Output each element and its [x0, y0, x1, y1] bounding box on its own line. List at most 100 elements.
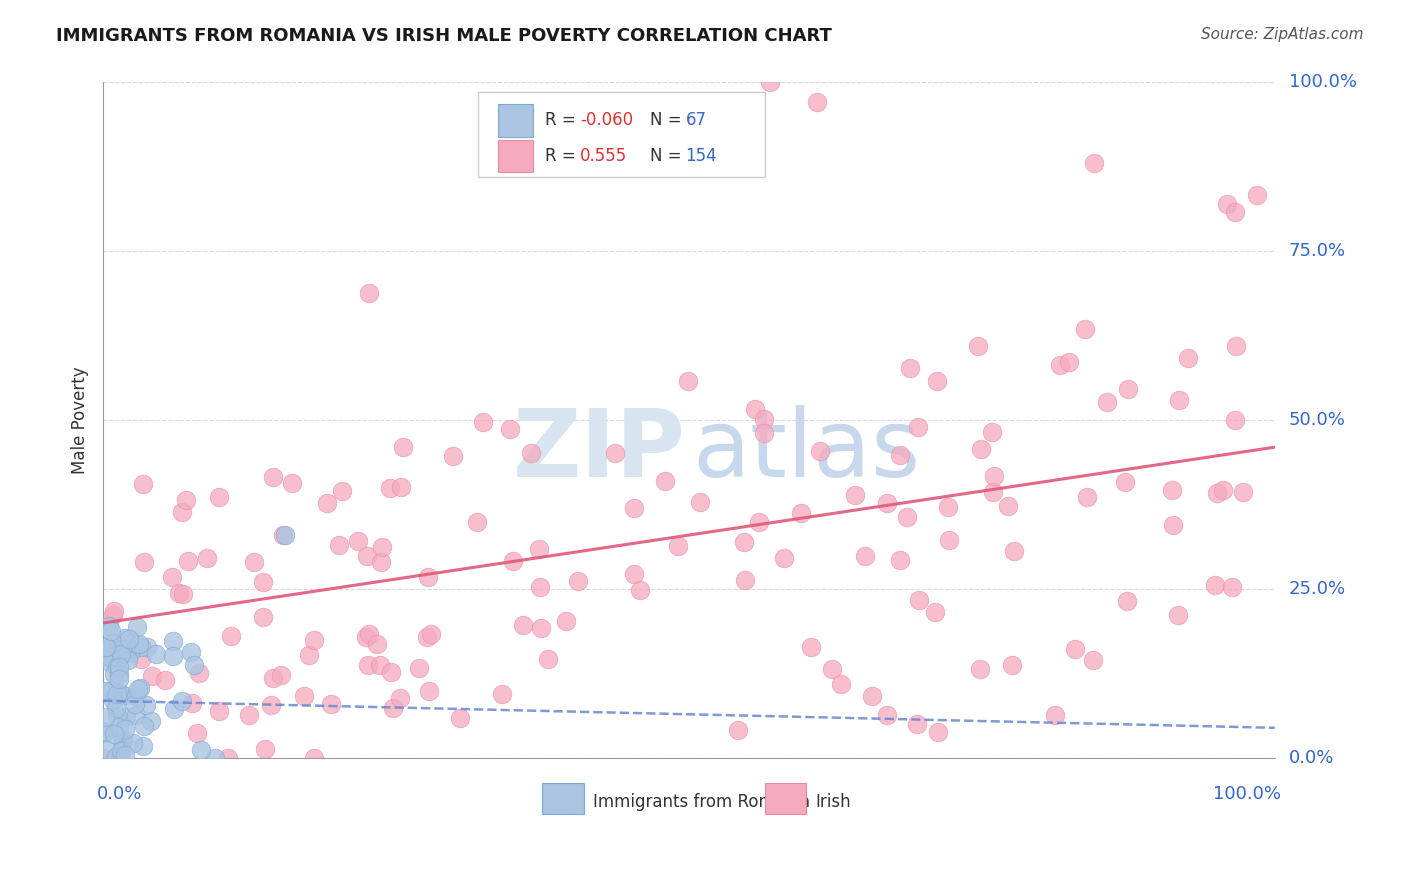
Point — [356, 549, 378, 563]
Point — [91, 724, 114, 739]
Point — [93, 710, 115, 724]
Point — [491, 687, 513, 701]
Point — [983, 469, 1005, 483]
Point — [124, 697, 146, 711]
Point — [330, 484, 353, 499]
Point — [366, 637, 388, 651]
Point — [100, 624, 122, 638]
Point — [1225, 413, 1247, 427]
Point — [298, 648, 321, 662]
Point — [1001, 657, 1024, 672]
Point — [416, 570, 439, 584]
Point — [530, 621, 553, 635]
Text: 0.0%: 0.0% — [97, 785, 142, 804]
Point — [1114, 475, 1136, 490]
Point — [177, 554, 200, 568]
Point — [734, 574, 756, 588]
Point — [96, 743, 118, 757]
Point — [969, 662, 991, 676]
Point — [107, 751, 129, 765]
Point — [103, 607, 125, 622]
Point — [499, 422, 522, 436]
Point — [160, 570, 183, 584]
Point — [347, 533, 370, 548]
Text: 100.0%: 100.0% — [1289, 73, 1357, 91]
Text: R =: R = — [546, 147, 581, 165]
Point — [567, 574, 589, 588]
Point — [1232, 485, 1254, 500]
Point — [112, 733, 135, 747]
Point — [252, 610, 274, 624]
Point — [172, 505, 194, 519]
Point — [124, 690, 146, 704]
Point — [262, 671, 284, 685]
Point — [555, 614, 578, 628]
Point — [302, 633, 325, 648]
Point — [114, 748, 136, 763]
Y-axis label: Male Poverty: Male Poverty — [72, 367, 89, 474]
Text: IMMIGRANTS FROM ROMANIA VS IRISH MALE POVERTY CORRELATION CHART: IMMIGRANTS FROM ROMANIA VS IRISH MALE PO… — [56, 27, 832, 45]
Point — [441, 450, 464, 464]
Point — [844, 488, 866, 502]
Point — [744, 401, 766, 416]
Point — [529, 580, 551, 594]
Point — [262, 469, 284, 483]
Point — [125, 707, 148, 722]
Point — [727, 723, 749, 738]
Point — [689, 495, 711, 509]
Point — [800, 640, 823, 654]
Point — [748, 515, 770, 529]
Point — [118, 646, 141, 660]
Point — [94, 640, 117, 654]
Point — [1097, 395, 1119, 409]
Point — [628, 582, 651, 597]
Point — [162, 648, 184, 663]
Point — [153, 673, 176, 688]
Point — [676, 374, 699, 388]
Point — [821, 662, 844, 676]
Point — [195, 550, 218, 565]
Point — [94, 646, 117, 660]
Point — [97, 618, 120, 632]
Point — [91, 751, 114, 765]
Point — [132, 739, 155, 754]
Point — [907, 420, 929, 434]
Point — [292, 689, 315, 703]
Point — [103, 667, 125, 681]
Point — [170, 693, 193, 707]
Point — [752, 426, 775, 441]
Point — [605, 446, 627, 460]
Point — [1076, 490, 1098, 504]
Point — [536, 652, 558, 666]
Point — [93, 684, 115, 698]
Point — [773, 550, 796, 565]
Point — [114, 710, 136, 724]
Point — [790, 506, 813, 520]
Point — [389, 480, 412, 494]
Point — [1246, 188, 1268, 202]
Point — [204, 751, 226, 765]
Point — [512, 618, 534, 632]
Point — [105, 687, 128, 701]
Point — [135, 698, 157, 713]
Text: 75.0%: 75.0% — [1289, 242, 1346, 260]
Point — [117, 653, 139, 667]
Point — [115, 642, 138, 657]
Text: R =: R = — [546, 112, 581, 129]
Text: 25.0%: 25.0% — [1289, 580, 1346, 599]
Text: -0.060: -0.060 — [581, 112, 633, 129]
Point — [889, 448, 911, 462]
Point — [1045, 708, 1067, 723]
Point — [260, 698, 283, 713]
Text: ZIP: ZIP — [513, 405, 686, 497]
Point — [357, 285, 380, 300]
Point — [183, 658, 205, 673]
Text: N =: N = — [651, 112, 688, 129]
Point — [125, 620, 148, 634]
Point — [180, 696, 202, 710]
Point — [1220, 580, 1243, 594]
Point — [103, 605, 125, 619]
Point — [472, 416, 495, 430]
Point — [381, 701, 404, 715]
Point — [1161, 518, 1184, 533]
